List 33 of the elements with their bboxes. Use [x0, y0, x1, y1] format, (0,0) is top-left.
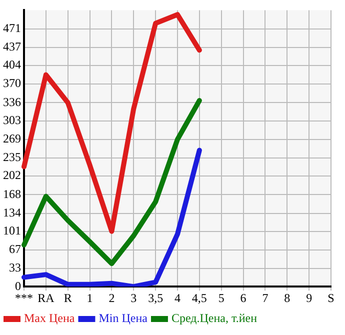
y-tick-label: 269: [3, 132, 21, 146]
y-tick-label: 336: [3, 94, 21, 109]
y-tick-label: 404: [3, 58, 21, 72]
x-tick-label: 5: [218, 290, 224, 305]
legend-label: Max Цена: [24, 311, 76, 326]
x-tick-label: 8: [284, 290, 290, 305]
x-tick-label: 6: [240, 290, 246, 305]
x-tick-label: 4: [174, 290, 180, 305]
y-tick-label: 134: [3, 205, 21, 220]
x-tick-label: 9: [306, 290, 312, 305]
y-tick-label: 101: [3, 223, 21, 238]
x-tick-label: RA: [38, 290, 55, 305]
legend-label: Min Цена: [98, 311, 148, 326]
y-tick-label: 67: [9, 242, 21, 256]
legend-label: Сред.Цена, т.йен: [171, 311, 258, 326]
y-tick-label: 437: [3, 40, 21, 54]
y-tick-label: 202: [3, 168, 21, 182]
x-tick-label: 3,5: [148, 290, 164, 305]
x-tick-label: 1: [86, 290, 93, 305]
y-tick-label: 0: [15, 278, 21, 293]
x-tick-label: 2: [108, 290, 115, 305]
y-tick-label: 168: [3, 186, 21, 201]
x-tick-label: ***: [15, 290, 33, 305]
y-tick-label: 303: [3, 112, 21, 127]
y-tick-label: 471: [3, 20, 21, 35]
y-tick-label: 33: [9, 260, 21, 275]
x-tick-label: 3: [130, 290, 137, 305]
x-tick-label: 7: [262, 290, 268, 305]
x-tick-label: R: [64, 290, 72, 305]
y-tick-label: 235: [3, 150, 21, 164]
y-tick-label: 370: [3, 76, 21, 90]
x-tick-label: 4,5: [192, 290, 207, 305]
x-tick-label: S: [328, 290, 334, 305]
